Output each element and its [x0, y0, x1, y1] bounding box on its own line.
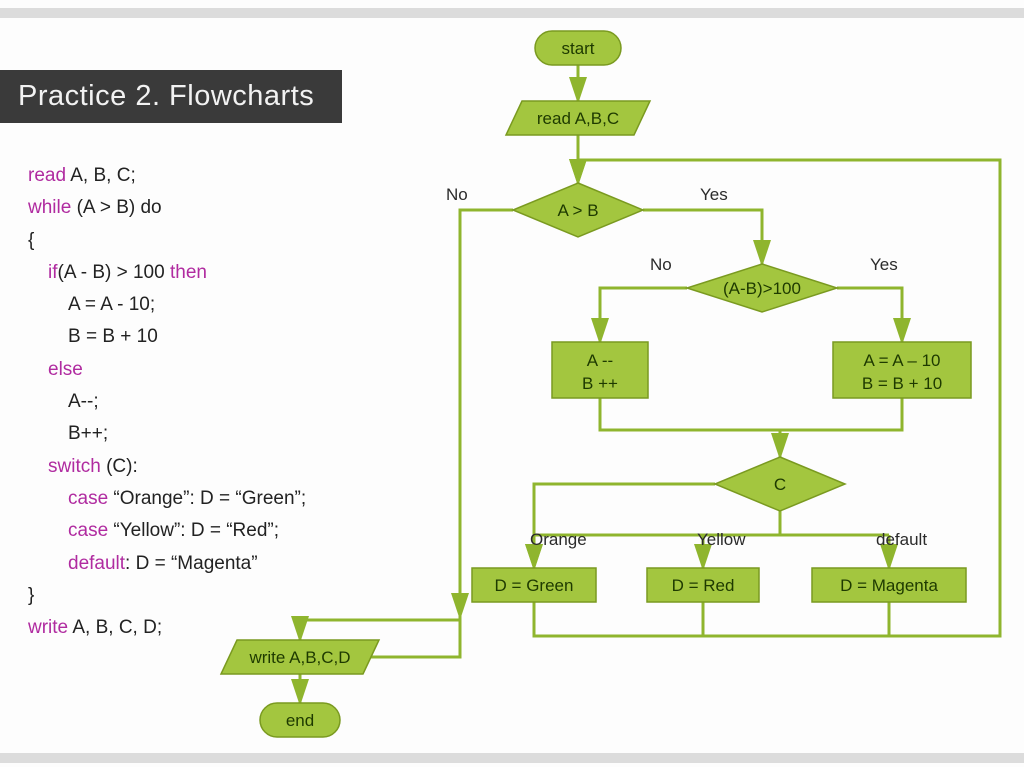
svg-text:A = A – 10: A = A – 10: [863, 351, 940, 370]
svg-text:D = Red: D = Red: [672, 576, 735, 595]
svg-text:(A-B)>100: (A-B)>100: [723, 279, 801, 298]
svg-text:No: No: [446, 185, 468, 204]
svg-text:C: C: [774, 475, 786, 494]
svg-text:start: start: [561, 39, 594, 58]
svg-text:Orange: Orange: [530, 530, 587, 549]
svg-text:Yellow: Yellow: [697, 530, 746, 549]
svg-text:D = Green: D = Green: [495, 576, 574, 595]
decorative-bottom-bar: [0, 753, 1024, 763]
svg-text:A --: A --: [587, 351, 613, 370]
svg-text:Yes: Yes: [870, 255, 898, 274]
svg-text:A > B: A > B: [557, 201, 598, 220]
svg-text:D = Magenta: D = Magenta: [840, 576, 938, 595]
svg-text:read A,B,C: read A,B,C: [537, 109, 619, 128]
svg-text:Yes: Yes: [700, 185, 728, 204]
flowchart-svg: start read A,B,C A > B (A-B)>100 A -- B ++ A =…: [0, 0, 1024, 767]
svg-text:B = B + 10: B = B + 10: [862, 374, 942, 393]
svg-text:default: default: [876, 530, 927, 549]
svg-text:write A,B,C,D: write A,B,C,D: [248, 648, 350, 667]
svg-text:end: end: [286, 711, 314, 730]
svg-text:No: No: [650, 255, 672, 274]
svg-text:B ++: B ++: [582, 374, 618, 393]
